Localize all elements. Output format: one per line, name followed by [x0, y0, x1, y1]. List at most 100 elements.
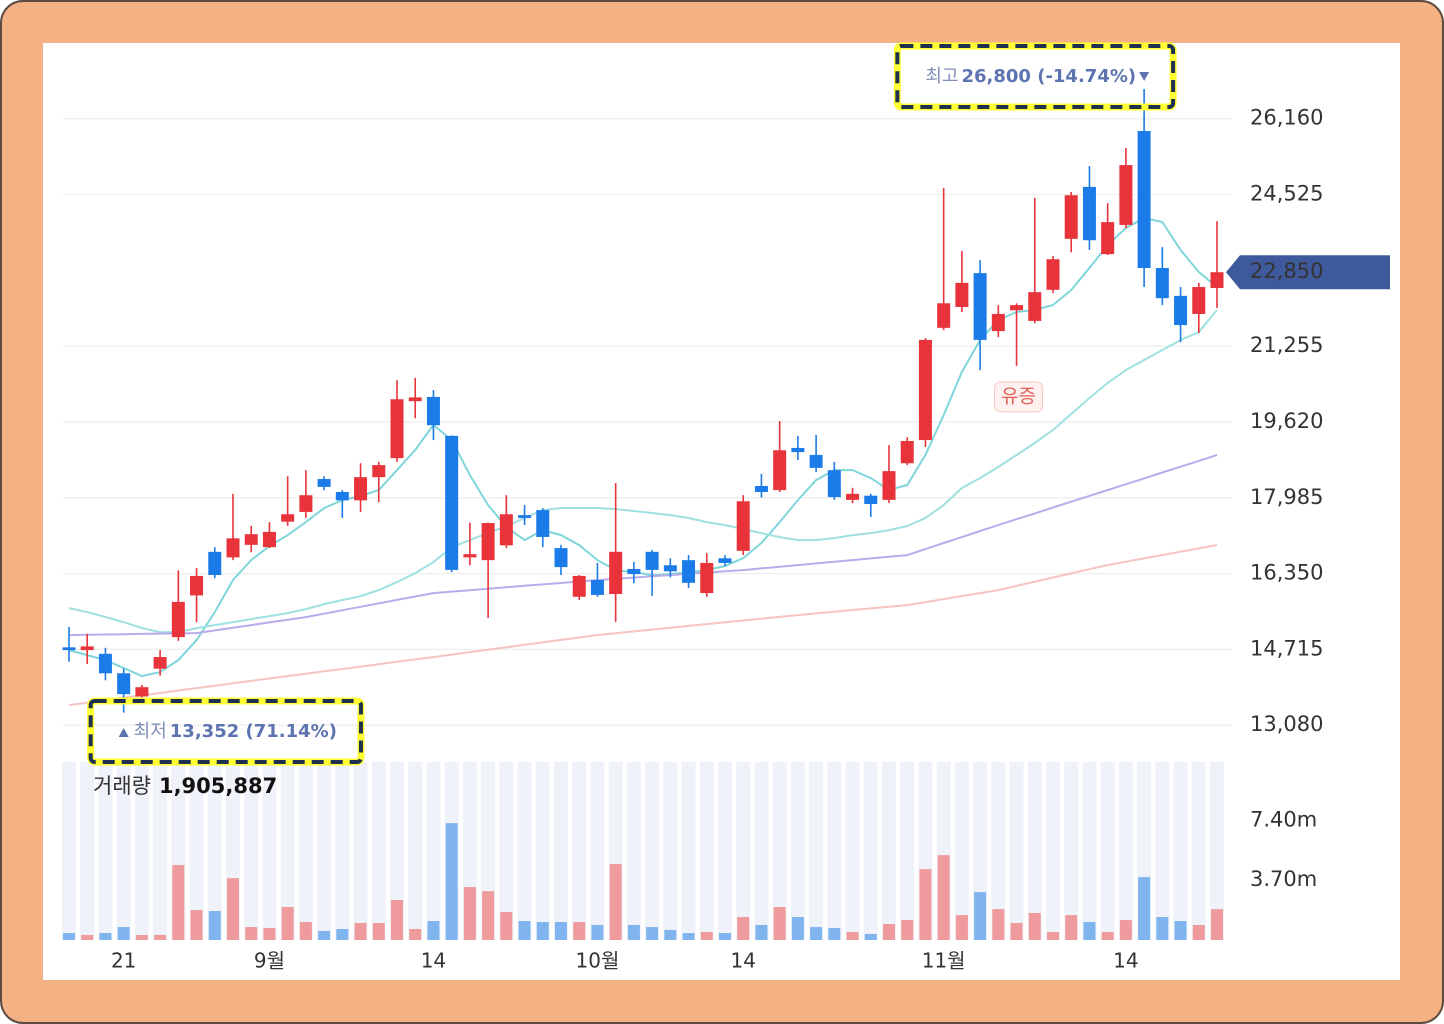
candle-body	[791, 447, 805, 453]
marks-layer	[62, 89, 1390, 940]
volume-stripe	[900, 762, 915, 940]
volume-bar	[263, 928, 276, 940]
candle-body	[281, 514, 295, 522]
candle-body	[1010, 305, 1024, 311]
volume-stripe	[1118, 762, 1133, 940]
volume-bar	[682, 933, 695, 940]
volume-bar	[208, 911, 221, 940]
candle-body	[208, 551, 222, 575]
volume-bar	[992, 909, 1005, 940]
volume-bar	[391, 900, 403, 940]
candle-body	[1101, 222, 1115, 255]
volume-stripe	[535, 762, 550, 940]
candle-body	[372, 465, 386, 478]
volume-stripe	[426, 762, 441, 940]
candle-body	[955, 282, 969, 307]
volume-stripe	[517, 762, 532, 940]
volume-stripe	[353, 762, 368, 940]
x-tick-label: 9월	[254, 949, 285, 973]
candle-body	[244, 534, 258, 545]
high-annotation: 최고 26,800 (-14.74%)	[925, 66, 1136, 87]
candle-body	[408, 397, 422, 402]
volume-stripe	[298, 762, 313, 940]
candle-body	[590, 580, 604, 595]
candle-body	[98, 653, 112, 674]
volume-stripe	[645, 762, 660, 940]
candle-body	[1082, 186, 1096, 241]
volume-tick-label: 7.40m	[1250, 807, 1317, 831]
y-tick-label: 16,350	[1250, 561, 1323, 585]
volume-bar	[555, 922, 567, 940]
candle-body	[627, 568, 641, 575]
candle-body	[900, 440, 914, 464]
volume-bar	[1065, 915, 1078, 940]
volume-bar	[172, 865, 185, 940]
text-layer: 거래량 1,905,887 13,080 14,715 16,350 17,985 19,…	[87, 42, 1323, 973]
volume-stripe	[772, 762, 787, 940]
candle-body	[554, 548, 568, 568]
candle-body	[262, 531, 276, 548]
candle-body	[1119, 165, 1133, 225]
candle-body	[354, 477, 368, 501]
candle-body	[1028, 292, 1042, 321]
volume-bar	[591, 924, 604, 940]
volume-stripe	[845, 762, 860, 940]
candle-body	[317, 479, 331, 487]
volume-bar	[281, 906, 294, 940]
moving-average-line	[68, 216, 1218, 678]
candle-body	[299, 495, 313, 512]
candle-body	[499, 514, 513, 546]
candle-body	[1064, 195, 1078, 239]
candle-body	[682, 560, 696, 583]
volume-bar	[536, 922, 549, 940]
volume-stripe	[663, 762, 678, 940]
volume-stripe	[1155, 762, 1170, 940]
volume-stripe	[718, 762, 732, 940]
volume-stripe	[62, 762, 76, 940]
volume-bar	[1119, 920, 1132, 940]
volume-bar	[463, 887, 476, 940]
x-tick-label: 11월	[922, 949, 966, 973]
volume-bar	[372, 923, 385, 940]
volume-bar	[755, 924, 768, 940]
volume-stripe	[189, 762, 204, 940]
volume-bar	[1174, 921, 1187, 940]
volume-stripe	[1027, 762, 1042, 940]
low-value: 13,352 (71.14%)	[170, 721, 337, 742]
volume-bar	[919, 869, 932, 940]
volume-bar	[737, 917, 750, 940]
volume-bar	[1192, 924, 1205, 940]
candle-body	[62, 647, 76, 651]
candle-body	[426, 396, 440, 426]
event-label: 유증	[1001, 385, 1036, 407]
last-price-tag	[1226, 255, 1390, 290]
candle-body	[846, 493, 860, 500]
candle-body	[736, 501, 750, 551]
low-annotation: 최저 13,352 (71.14%)	[134, 721, 337, 742]
candle-body	[135, 687, 149, 697]
volume-bar	[1028, 912, 1041, 940]
candle-body	[117, 673, 131, 695]
volume-stripe	[699, 762, 714, 940]
volume-stripe	[390, 762, 404, 940]
candle-body	[609, 551, 623, 595]
candle-body	[937, 303, 951, 328]
candle-body	[518, 515, 532, 518]
candle-body	[80, 646, 94, 651]
volume-stripe	[1100, 762, 1115, 940]
volume-bar	[828, 928, 841, 940]
volume-stripe	[408, 762, 423, 940]
volume-bar	[336, 928, 349, 940]
volume-tick-label: 3.70m	[1250, 867, 1317, 891]
volume-stripe	[134, 762, 149, 940]
volume-bar	[846, 932, 859, 940]
volume-bar	[573, 922, 586, 940]
volume-bar	[1211, 909, 1223, 940]
y-tick-label: 26,160	[1250, 106, 1323, 130]
volume-stripe	[1191, 762, 1206, 940]
candle-body	[754, 485, 768, 492]
low-label: 최저	[134, 721, 167, 742]
volume-bar	[1101, 932, 1114, 940]
volume-stripe	[1082, 762, 1097, 940]
